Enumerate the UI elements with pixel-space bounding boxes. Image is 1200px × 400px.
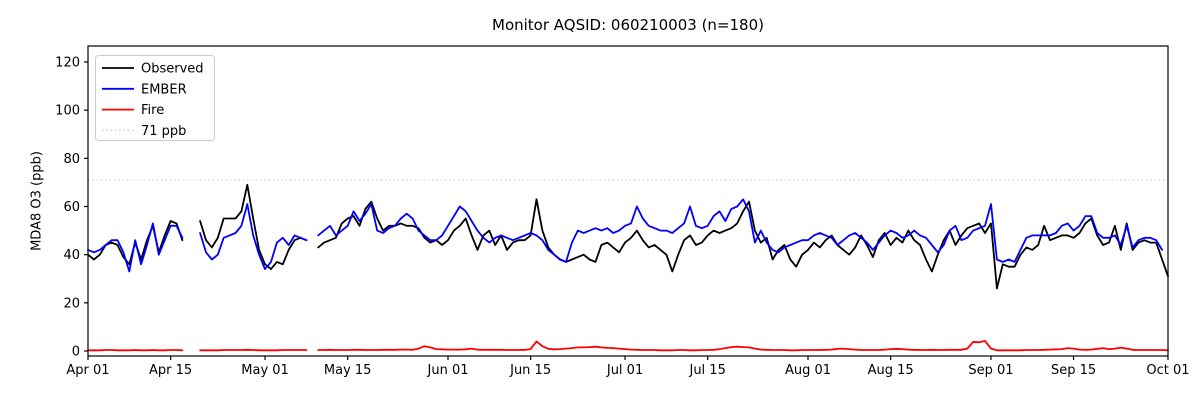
x-tick-label: May 15 [324, 363, 372, 378]
y-tick-label: 0 [72, 344, 80, 359]
fire-line [87, 340, 1169, 352]
y-tick-label: 100 [55, 104, 80, 119]
y-tick-label: 20 [63, 296, 80, 311]
ember-line [87, 198, 1163, 273]
y-tick-label: 60 [63, 200, 80, 215]
observed-line [87, 183, 1169, 290]
x-tick-label: Oct 01 [1146, 363, 1189, 378]
legend-label-fire: Fire [141, 103, 164, 118]
x-tick-label: Jun 15 [509, 363, 551, 378]
x-tick-label: Apr 15 [149, 363, 192, 378]
x-tick-label: Apr 01 [66, 363, 109, 378]
plot-border [87, 45, 1169, 357]
legend-label-ember: EMBER [141, 82, 187, 97]
legend-label-71-ppb: 71 ppb [141, 124, 186, 139]
legend-box [95, 55, 215, 141]
x-tick-label: Sep 01 [968, 363, 1013, 378]
x-tick-label: Aug 01 [785, 363, 831, 378]
x-tick-label: Jul 15 [688, 363, 725, 378]
x-tick-label: Jun 01 [427, 363, 469, 378]
x-tick-label: May 01 [241, 363, 289, 378]
x-tick-label: Sep 15 [1051, 363, 1096, 378]
chart-title: Monitor AQSID: 060210003 (n=180) [492, 16, 764, 34]
y-tick-label: 120 [55, 55, 80, 70]
legend-label-observed: Observed [141, 62, 204, 77]
x-tick-label: Aug 15 [868, 363, 914, 378]
y-tick-label: 80 [63, 152, 80, 167]
legend: Observed EMBER Fire 71 ppb [95, 55, 215, 141]
y-tick-label: 40 [63, 248, 80, 263]
x-tick-label: Jul 01 [606, 363, 643, 378]
